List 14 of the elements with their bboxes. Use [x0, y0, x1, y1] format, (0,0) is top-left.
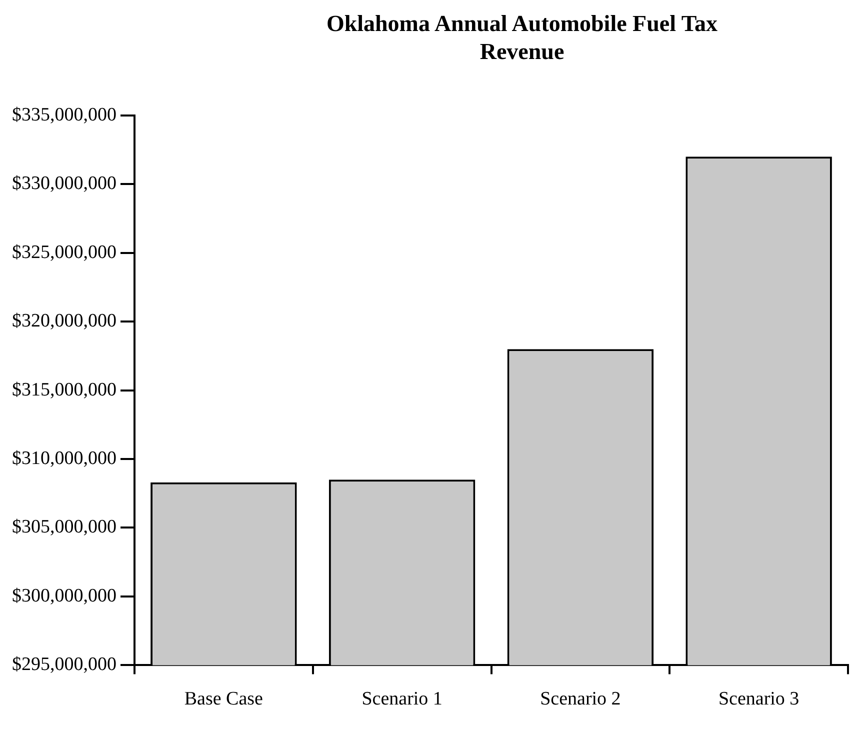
y-tick-label: $300,000,000: [12, 585, 116, 606]
y-tick-label: $315,000,000: [12, 379, 116, 400]
x-tick-label: Scenario 3: [718, 688, 800, 710]
y-tick-label: $305,000,000: [12, 516, 116, 538]
y-tick-label: $325,000,000: [12, 242, 116, 263]
y-tick-label: $295,000,000: [12, 654, 116, 676]
y-tick-label: $320,000,000: [12, 310, 116, 332]
chart-title: Oklahoma Annual Automobile Fuel Tax Revenue: [325, 10, 719, 66]
x-tick-label: Scenario 2: [540, 688, 621, 710]
y-tick-label: $330,000,000: [12, 173, 116, 194]
x-tick-label: Scenario 1: [362, 688, 442, 710]
y-tick-label: $335,000,000: [12, 104, 116, 126]
y-tick-label: $310,000,000: [12, 448, 116, 470]
x-tick-label: Base Case: [184, 688, 263, 710]
